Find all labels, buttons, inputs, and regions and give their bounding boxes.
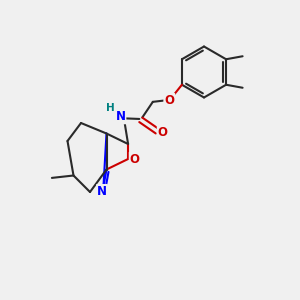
Text: O: O xyxy=(130,152,140,166)
Text: O: O xyxy=(164,94,174,107)
Text: N: N xyxy=(97,185,107,198)
Text: O: O xyxy=(158,126,168,139)
Text: N: N xyxy=(116,110,125,123)
Text: H: H xyxy=(106,103,114,113)
